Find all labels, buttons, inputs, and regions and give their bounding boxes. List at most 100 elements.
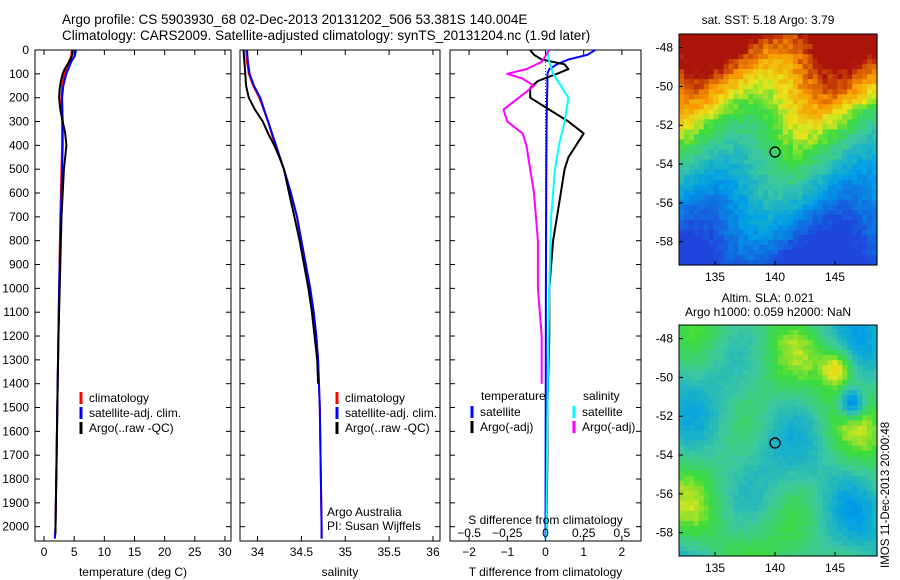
sst-map-cell: [773, 59, 779, 65]
sst-map-cell: [733, 104, 739, 110]
sst-map-cell: [807, 104, 814, 110]
sst-map-cell: [797, 239, 804, 246]
sst-map-cell: [832, 254, 838, 261]
sst-map-cell: [723, 244, 730, 251]
sla-map-cell: [708, 385, 715, 391]
sst-map-cell: [787, 154, 794, 161]
sst-map-cell: [703, 129, 710, 136]
sst-map-cell: [758, 234, 764, 241]
sst-map-cell: [778, 34, 784, 40]
sla-map-cell: [827, 445, 834, 452]
sla-map-cell: [723, 460, 730, 467]
sst-map-cell: [827, 254, 834, 261]
sst-map-cell: [713, 179, 720, 186]
sst-map-cell: [867, 84, 873, 90]
sla-map-cell: [679, 545, 685, 552]
sst-map-cell: [753, 139, 759, 146]
sla-map-cell: [782, 495, 789, 502]
sla-map-cell: [822, 335, 829, 341]
sla-map-cell: [778, 350, 784, 356]
sla-map-cell: [738, 330, 744, 336]
sst-map-cell: [773, 99, 779, 105]
sla-map-cell: [782, 480, 789, 487]
sst-map-cell: [723, 159, 730, 166]
sla-map-cell: [773, 380, 779, 386]
sla-map-cell: [738, 505, 744, 512]
sla-map-cell: [768, 445, 774, 452]
sst-map-cell: [817, 44, 824, 50]
sst-map-cell: [758, 249, 764, 256]
sst-map-cell: [758, 239, 764, 246]
sla-map-cell: [708, 465, 715, 472]
sst-map-cell: [698, 44, 705, 50]
sla-map-cell: [802, 360, 809, 366]
sla-map-cell: [763, 500, 769, 507]
sla-map-cell: [832, 340, 838, 346]
sst-map-cell: [703, 44, 710, 50]
sst-map-cell: [862, 69, 868, 75]
sst-map-cell: [822, 234, 829, 241]
sst-map-cell: [693, 84, 700, 90]
sst-map-cell: [807, 174, 814, 181]
sst-map-cell: [708, 109, 715, 115]
sla-map-cell: [728, 470, 735, 477]
sla-map-cell: [758, 410, 764, 416]
sst-map-cell: [832, 164, 838, 171]
sst-map-cell: [847, 84, 853, 90]
sla-map-cell: [688, 335, 695, 341]
sst-map-cell: [822, 109, 829, 115]
sst-map-cell: [782, 234, 789, 241]
sla-map-cell: [708, 425, 715, 432]
sst-map-cell: [827, 144, 834, 151]
temperature-ytick-label: 1100: [3, 305, 29, 319]
sst-map-cell: [807, 114, 814, 120]
sst-map-cell: [713, 224, 720, 231]
sst-map-cell: [728, 84, 735, 90]
sla-map-cell: [787, 535, 794, 542]
sst-map-cell: [847, 129, 853, 136]
sla-map-cell: [872, 460, 878, 467]
sla-map-cell: [693, 490, 700, 497]
sla-map-cell: [872, 490, 878, 497]
sla-map-cell: [708, 340, 715, 346]
sst-map-cell: [852, 239, 858, 246]
sst-map-cell: [842, 259, 848, 266]
sst-map-cell: [872, 214, 878, 221]
sst-map-cell: [728, 244, 735, 251]
sla-map-cell: [773, 515, 779, 522]
sst-map-cell: [827, 244, 834, 251]
sst-map-cell: [797, 39, 804, 45]
sla-map-cell: [847, 475, 853, 482]
sla-map-cell: [832, 455, 838, 462]
sst-map-cell: [792, 254, 799, 261]
sla-map-cell: [728, 535, 735, 542]
sla-map-cell: [693, 505, 700, 512]
sst-map-cell: [748, 209, 754, 216]
sst-map-cell: [812, 84, 819, 90]
sla-xtick-label: 135: [705, 561, 725, 575]
sla-map-cell: [872, 470, 878, 477]
sst-map-cell: [718, 179, 725, 186]
sst-map-cell: [738, 254, 744, 261]
sla-map-cell: [842, 450, 848, 457]
sst-map-cell: [708, 239, 715, 246]
sla-map-cell: [867, 455, 873, 462]
sst-map-cell: [733, 259, 739, 266]
sla-map-cell: [792, 540, 799, 547]
sla-map-cell: [792, 375, 799, 381]
sla-map-cell: [718, 440, 725, 447]
sla-map-cell: [812, 520, 819, 527]
sla-map-cell: [738, 535, 744, 542]
sst-map-cell: [693, 219, 700, 226]
sst-map-cell: [852, 149, 858, 156]
sst-map-cell: [862, 224, 868, 231]
sst-map-cell: [857, 254, 863, 261]
difference-panel: [449, 49, 642, 542]
temperature-xtick-label: 10: [98, 545, 112, 559]
sst-map-cell: [748, 189, 754, 196]
sla-map-cell: [748, 465, 754, 472]
sst-map-cell: [718, 254, 725, 261]
sla-map-cell: [773, 550, 779, 557]
sla-map-cell: [792, 330, 799, 336]
sla-map-cell: [812, 475, 819, 482]
